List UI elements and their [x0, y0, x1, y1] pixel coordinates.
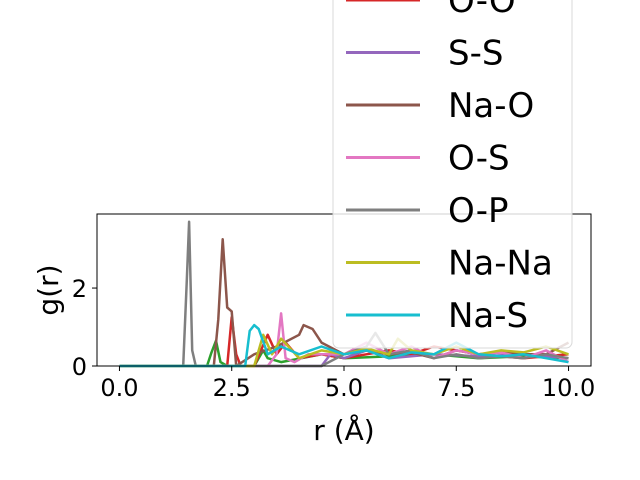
legend-label-na-o: Na-O	[448, 86, 534, 126]
y-tick-label: 2	[72, 275, 87, 303]
x-tick-label: 5.0	[325, 374, 363, 402]
legend: O-O S-S Na-O O-S O-P Na-Na Na-S	[332, 0, 573, 349]
legend-label-o-o: O-O	[448, 0, 516, 21]
legend-label-na-s: Na-S	[448, 296, 528, 336]
series-line-na-na	[119, 333, 569, 368]
x-tick-label: 7.5	[437, 374, 475, 402]
x-axis-ticks: 0.0 2.5 5.0 7.5 10.0	[100, 366, 595, 402]
y-tick-label: 0	[72, 353, 87, 381]
x-tick-label: 10.0	[542, 374, 595, 402]
legend-label-s-s: S-S	[448, 34, 503, 74]
x-axis-label: r (Å)	[313, 413, 374, 447]
legend-box	[332, 0, 573, 349]
x-tick-label: 0.0	[100, 374, 138, 402]
legend-label-o-p: O-P	[448, 191, 508, 231]
y-axis-ticks: 02	[72, 275, 97, 381]
legend-label-o-s: O-S	[448, 139, 510, 179]
x-tick-label: 2.5	[213, 374, 251, 402]
y-axis-label: g(r)	[32, 264, 65, 315]
legend-label-na-na: Na-Na	[448, 244, 553, 284]
series-line-na-s	[119, 323, 569, 368]
